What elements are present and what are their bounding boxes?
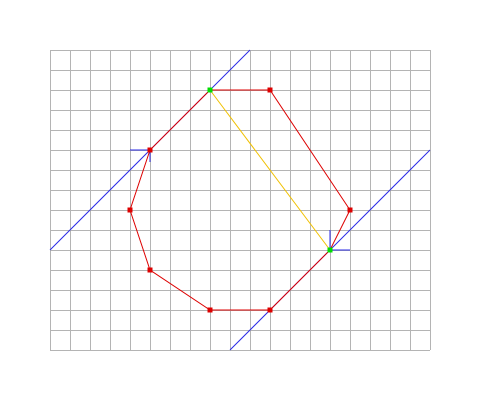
polygon-vertex-6 bbox=[207, 307, 213, 313]
polygon-vertex-2 bbox=[267, 87, 273, 93]
polygon-vertex-9 bbox=[147, 147, 153, 153]
antipodal-segment bbox=[209, 89, 331, 251]
polygon-vertex-5 bbox=[267, 307, 273, 313]
antipodal-segment-layer bbox=[209, 89, 331, 251]
polygon-vertex-3 bbox=[347, 207, 353, 213]
grid bbox=[50, 50, 431, 351]
polygon-vertex-8 bbox=[127, 207, 133, 213]
convex-polygon bbox=[129, 89, 351, 311]
polygon-layer bbox=[129, 89, 351, 311]
vertex-points bbox=[127, 87, 353, 313]
caliper-marks bbox=[130, 149, 350, 251]
antipodal-vertex-4 bbox=[327, 247, 333, 253]
polygon-vertex-7 bbox=[147, 267, 153, 273]
supporting-lines bbox=[49, 49, 431, 351]
antipodal-vertex-1 bbox=[207, 87, 213, 93]
